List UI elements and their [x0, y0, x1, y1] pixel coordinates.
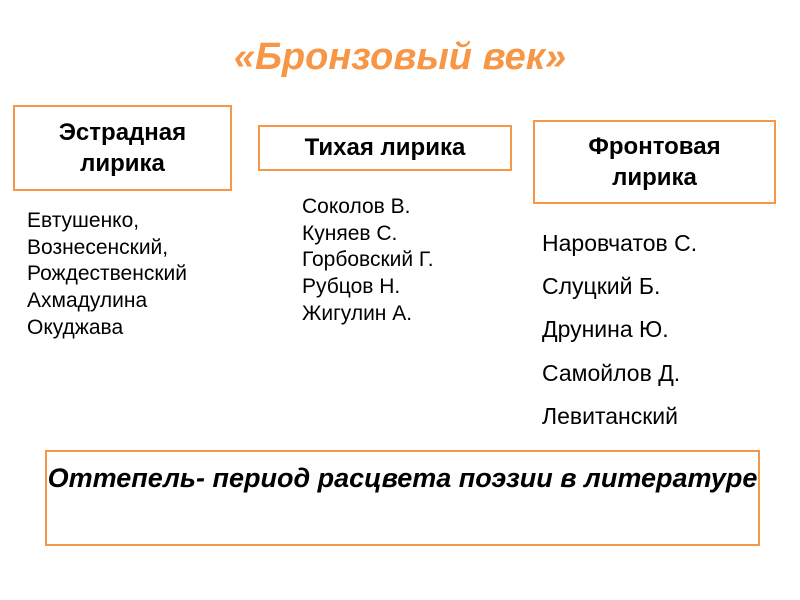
poet: Ахмадулина	[27, 288, 148, 312]
poets-list-frontovaya: Наровчатов С. Слуцкий Б. Друнина Ю. Само…	[542, 222, 697, 438]
poet: Евтушенко,	[27, 209, 140, 232]
poet: Куняев С.	[302, 221, 398, 245]
poets-list-estradnaya: Евтушенко, Вознесенский, Рождественский …	[27, 208, 187, 341]
heading-estradnaya: Эстрадная лирика	[13, 105, 232, 191]
poet: Горбовский Г.	[302, 248, 434, 272]
poets-list-tikhaya: Соколов В. Куняев С. Горбовский Г. Рубцо…	[302, 194, 434, 327]
heading-tikhaya: Тихая лирика	[258, 125, 512, 171]
poet: Самойлов Д.	[542, 359, 681, 386]
poet: Рубцов Н.	[302, 274, 401, 298]
poet: Соколов В.	[302, 195, 411, 218]
poet: Наровчатов С.	[542, 230, 698, 256]
poet: Левитанский	[542, 402, 678, 429]
poet: Окуджава	[27, 315, 124, 339]
poet: Вознесенский,	[27, 235, 169, 259]
slide-title: «Бронзовый век»	[233, 36, 567, 78]
poet: Жигулин А.	[302, 301, 413, 325]
poet: Рождественский	[27, 262, 187, 286]
heading-frontovaya: Фронтовая лирика	[533, 120, 776, 204]
poet: Друнина Ю.	[542, 316, 669, 343]
footer-statement: Оттепель- период расцвета поэзии в литер…	[45, 450, 760, 546]
poet: Слуцкий Б.	[542, 273, 661, 300]
